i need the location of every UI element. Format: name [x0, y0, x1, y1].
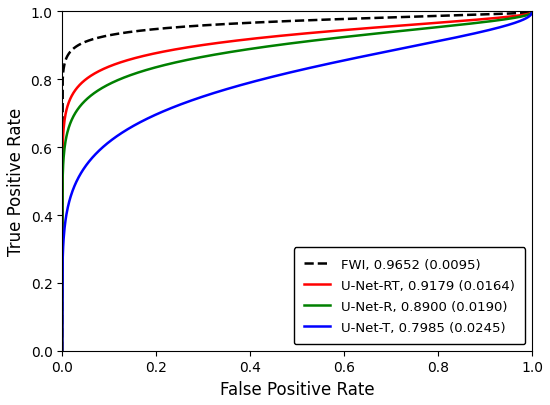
Line: U-Net-R, 0.8900 (0.0190): U-Net-R, 0.8900 (0.0190) — [62, 13, 532, 351]
U-Net-RT, 0.9179 (0.0164) — [107, 64, 113, 69]
FWI, 0.9652 (0.0095) — [266, 20, 272, 25]
U-Net-T, 0.7985 (0.0245) — [266, 76, 272, 81]
FWI, 0.9652 (0.0095) — [382, 16, 388, 21]
FWI, 0.9652 (0.0095) — [59, 348, 65, 353]
U-Net-R, 0.8900 (0.0190) — [434, 26, 441, 30]
U-Net-RT, 0.9179 (0.0164) — [382, 25, 388, 30]
FWI, 0.9652 (0.0095) — [249, 21, 256, 26]
U-Net-T, 0.7985 (0.0245) — [425, 42, 432, 47]
U-Net-T, 0.7985 (0.0245) — [529, 10, 535, 15]
U-Net-T, 0.7985 (0.0245) — [249, 80, 256, 85]
Legend: FWI, 0.9652 (0.0095), U-Net-RT, 0.9179 (0.0164), U-Net-R, 0.8900 (0.0190), U-Net: FWI, 0.9652 (0.0095), U-Net-RT, 0.9179 (… — [294, 248, 525, 344]
U-Net-T, 0.7985 (0.0245) — [382, 50, 388, 55]
U-Net-R, 0.8900 (0.0190) — [59, 348, 65, 353]
U-Net-RT, 0.9179 (0.0164) — [425, 22, 432, 27]
Line: FWI, 0.9652 (0.0095): FWI, 0.9652 (0.0095) — [62, 13, 532, 351]
U-Net-RT, 0.9179 (0.0164) — [249, 37, 256, 42]
FWI, 0.9652 (0.0095) — [434, 15, 441, 19]
U-Net-T, 0.7985 (0.0245) — [59, 348, 65, 353]
U-Net-RT, 0.9179 (0.0164) — [266, 35, 272, 40]
U-Net-RT, 0.9179 (0.0164) — [434, 21, 441, 26]
Line: U-Net-RT, 0.9179 (0.0164): U-Net-RT, 0.9179 (0.0164) — [62, 13, 532, 351]
U-Net-T, 0.7985 (0.0245) — [107, 139, 113, 144]
U-Net-R, 0.8900 (0.0190) — [382, 31, 388, 36]
FWI, 0.9652 (0.0095) — [529, 10, 535, 15]
U-Net-RT, 0.9179 (0.0164) — [59, 348, 65, 353]
Line: U-Net-T, 0.7985 (0.0245): U-Net-T, 0.7985 (0.0245) — [62, 13, 532, 351]
U-Net-R, 0.8900 (0.0190) — [266, 45, 272, 49]
FWI, 0.9652 (0.0095) — [425, 15, 432, 19]
U-Net-R, 0.8900 (0.0190) — [425, 27, 432, 32]
X-axis label: False Positive Rate: False Positive Rate — [220, 380, 375, 398]
Y-axis label: True Positive Rate: True Positive Rate — [7, 108, 25, 256]
U-Net-RT, 0.9179 (0.0164) — [529, 10, 535, 15]
U-Net-R, 0.8900 (0.0190) — [529, 10, 535, 15]
U-Net-R, 0.8900 (0.0190) — [249, 47, 256, 52]
U-Net-T, 0.7985 (0.0245) — [434, 40, 441, 45]
FWI, 0.9652 (0.0095) — [107, 34, 113, 38]
U-Net-R, 0.8900 (0.0190) — [107, 82, 113, 87]
